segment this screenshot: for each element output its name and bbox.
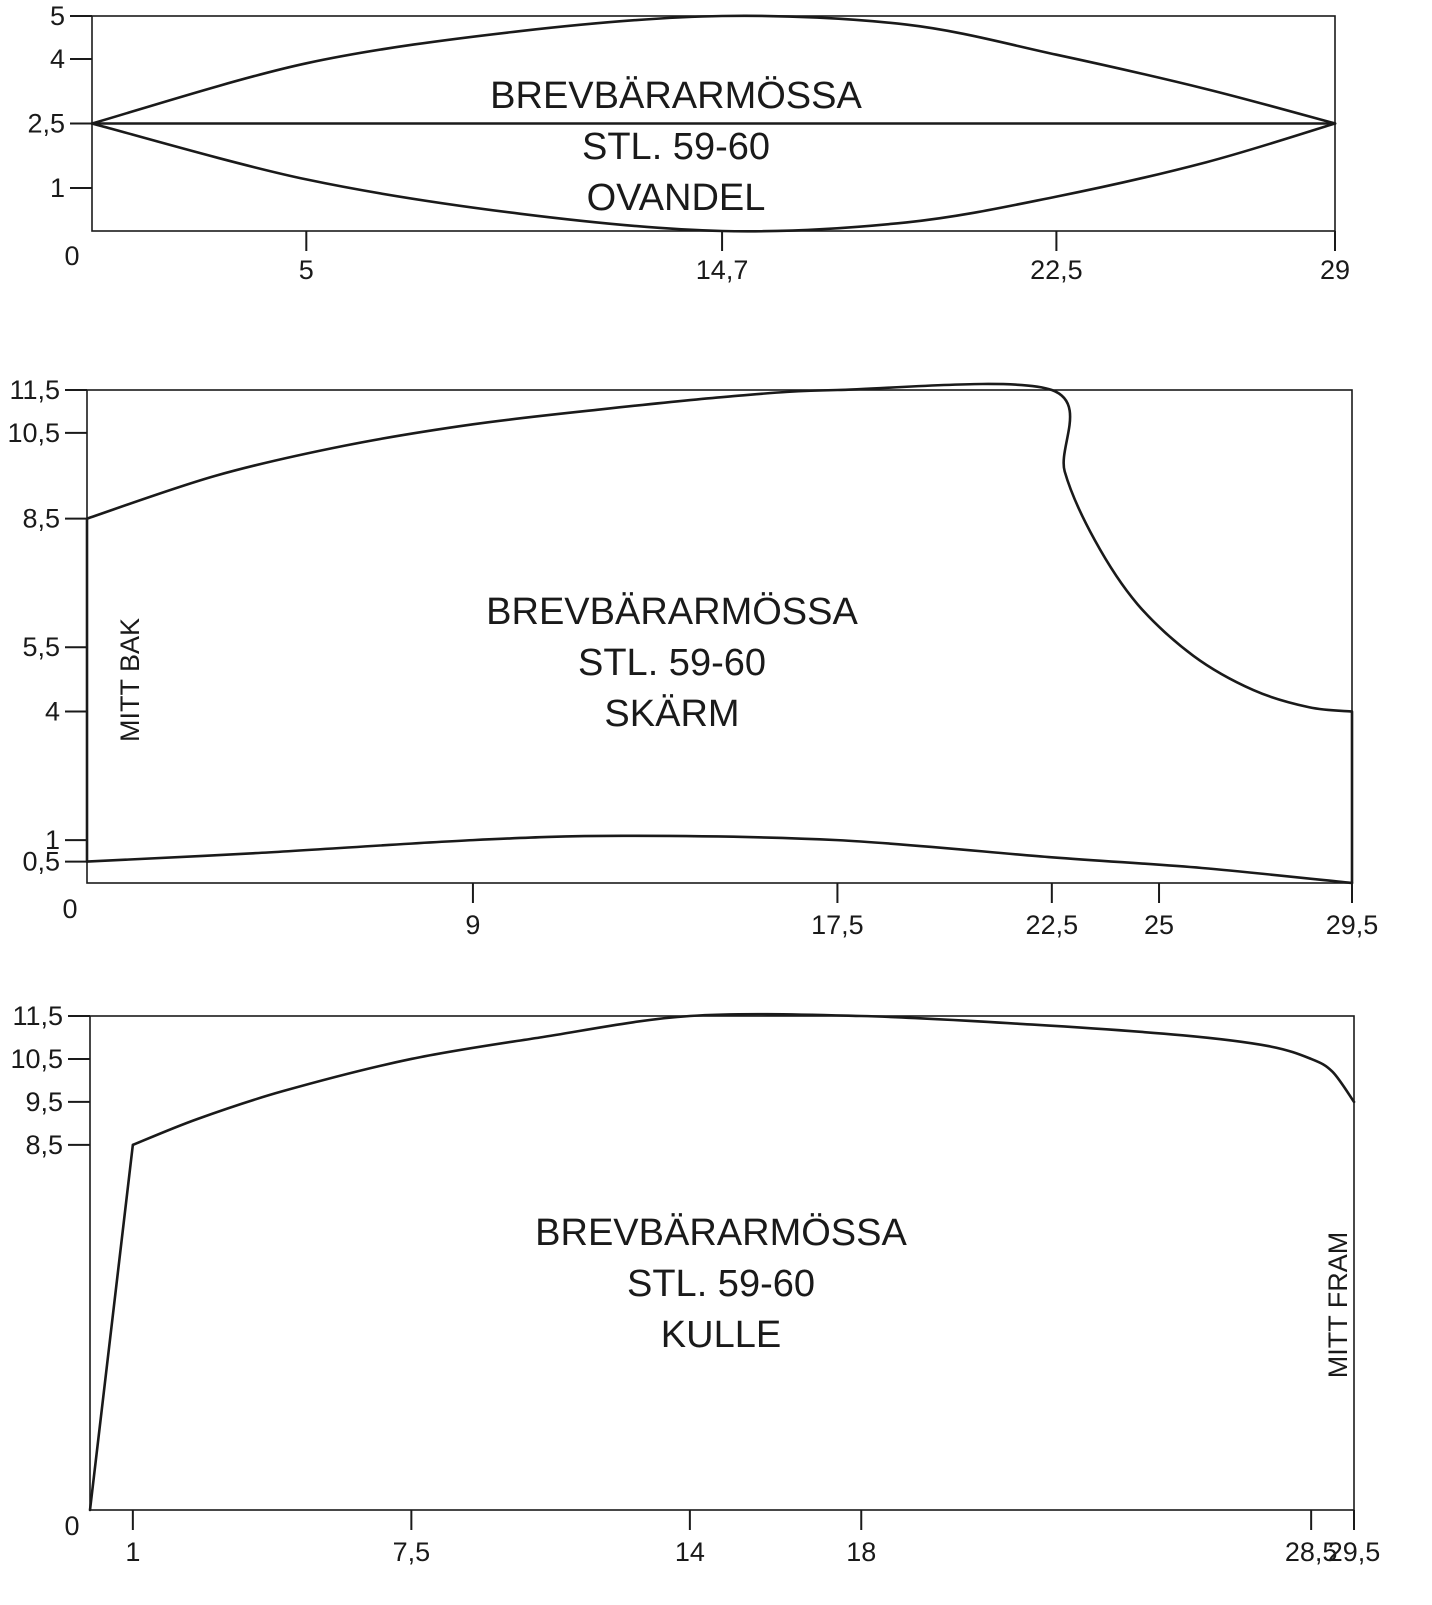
pattern-title-line: SKÄRM xyxy=(604,693,739,735)
x-tick-label: 29 xyxy=(1320,255,1350,285)
pattern-title-line: STL. 59-60 xyxy=(627,1263,815,1305)
x-tick-label: 29,5 xyxy=(1326,910,1379,940)
pattern-title-line: BREVBÄRARMÖSSA xyxy=(490,75,862,117)
y-tick-label: 8,5 xyxy=(22,504,60,534)
y-tick-label: 11,5 xyxy=(12,1001,63,1031)
y-tick-label: 5,5 xyxy=(22,632,60,662)
panel-kulle: 11,5 10,5 9,5 8,5 0 1 7,5 14 18 28,529,5 BREVBÄRAR… xyxy=(10,1001,1380,1567)
x-tick-label: 1 xyxy=(125,1537,140,1567)
lower-curve xyxy=(90,122,1337,233)
y-tick-label: 8,5 xyxy=(25,1130,63,1160)
y-tick-label: 1 xyxy=(50,173,65,203)
y-tick-label: 2,5 xyxy=(27,109,65,139)
pattern-title-line: STL. 59-60 xyxy=(582,126,770,168)
y-tick-label: 10,5 xyxy=(7,418,60,448)
x-tick-label: 0 xyxy=(64,241,79,271)
x-tick-label: 18 xyxy=(846,1537,876,1567)
x-tick-label: 5 xyxy=(299,255,314,285)
crown-edge xyxy=(88,1012,1356,1512)
pattern-title-line: KULLE xyxy=(661,1314,781,1356)
side-label: MITT BAK xyxy=(115,618,145,742)
panel-ovandel: 5 4 2,5 1 0 5 14,7 22,5 29 BREVBÄRARMÖSSA STL. 59-… xyxy=(27,1,1350,285)
pattern-title-line: BREVBÄRARMÖSSA xyxy=(535,1212,907,1254)
y-tick-label: 11,5 xyxy=(9,375,60,405)
x-tick-label: 28,5 xyxy=(1285,1537,1338,1567)
x-tick-label: 14,7 xyxy=(696,255,749,285)
x-tick-label: 0 xyxy=(64,1511,79,1541)
y-tick-label: 4 xyxy=(50,44,65,74)
y-tick-label: 4 xyxy=(45,697,60,727)
pattern-title-line: STL. 59-60 xyxy=(578,642,766,684)
y-tick-label: 0,5 xyxy=(22,847,60,877)
x-tick-label: 7,5 xyxy=(393,1537,431,1567)
y-tick-label: 10,5 xyxy=(10,1044,63,1074)
x-tick-label: 22,5 xyxy=(1030,255,1083,285)
outer-edge xyxy=(85,382,1354,885)
side-label: MITT FRAM xyxy=(1323,1232,1353,1378)
pattern-title-line: OVANDEL xyxy=(587,177,766,219)
x-tick-label: 9 xyxy=(465,910,480,940)
y-tick-label: 5 xyxy=(50,1,65,31)
x-tick-label: 14 xyxy=(675,1537,705,1567)
plot-frame xyxy=(89,1015,1355,1511)
pattern-title-line: BREVBÄRARMÖSSA xyxy=(486,591,858,633)
x-tick-label: 0 xyxy=(62,894,77,924)
plot-frame xyxy=(86,389,1353,884)
inner-edge xyxy=(85,834,1354,885)
x-tick-label: 22,5 xyxy=(1026,910,1079,940)
x-tick-label: 17,5 xyxy=(811,910,864,940)
y-tick-label: 9,5 xyxy=(25,1087,63,1117)
upper-curve xyxy=(90,14,1337,125)
x-tick-label: 29,5 xyxy=(1328,1537,1381,1567)
x-tick-label: 25 xyxy=(1144,910,1174,940)
y-tick-label: 1 xyxy=(45,825,60,855)
